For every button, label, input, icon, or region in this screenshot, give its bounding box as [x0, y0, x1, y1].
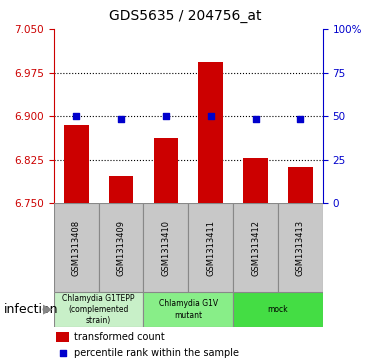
Text: ▶: ▶ [43, 303, 52, 316]
Bar [278, 203, 323, 292]
Bar [144, 292, 233, 327]
Text: GSM1313410: GSM1313410 [161, 220, 170, 276]
Bar [288, 167, 313, 203]
Text: GSM1313413: GSM1313413 [296, 220, 305, 276]
Point [298, 116, 303, 122]
Point [118, 116, 124, 122]
Text: GSM1313412: GSM1313412 [251, 220, 260, 276]
Point [73, 113, 79, 119]
Text: mock: mock [267, 305, 288, 314]
Bar [154, 138, 178, 203]
Bar [188, 203, 233, 292]
Text: Chlamydia G1V
mutant: Chlamydia G1V mutant [159, 299, 218, 319]
Bar [243, 158, 268, 203]
Point [163, 113, 169, 119]
Bar [109, 176, 133, 203]
Point [271, 280, 277, 285]
Text: GDS5635 / 204756_at: GDS5635 / 204756_at [109, 9, 262, 23]
Bar [233, 203, 278, 292]
Text: transformed count: transformed count [74, 332, 165, 342]
Text: percentile rank within the sample: percentile rank within the sample [74, 348, 239, 358]
Bar [233, 292, 323, 327]
Point [253, 116, 259, 122]
Bar [64, 125, 89, 203]
Bar [198, 62, 223, 203]
Bar [54, 203, 99, 292]
Bar [144, 203, 188, 292]
Text: Chlamydia G1TEPP
(complemented
strain): Chlamydia G1TEPP (complemented strain) [62, 294, 135, 325]
Text: GSM1313411: GSM1313411 [206, 220, 215, 276]
Bar [99, 203, 144, 292]
Text: GSM1313408: GSM1313408 [72, 220, 81, 276]
Bar [56, 332, 69, 342]
Text: GSM1313409: GSM1313409 [116, 220, 125, 276]
Text: infection: infection [4, 303, 58, 316]
Bar [54, 292, 144, 327]
Point [208, 113, 214, 119]
